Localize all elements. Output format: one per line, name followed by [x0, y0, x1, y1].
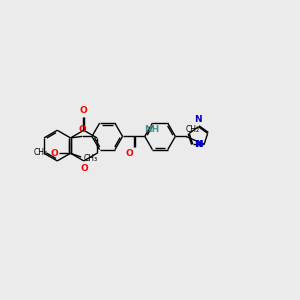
Text: O: O	[126, 148, 133, 158]
Text: N: N	[195, 140, 203, 149]
Text: CH₃: CH₃	[83, 154, 98, 163]
Text: NH: NH	[145, 125, 160, 134]
Text: N: N	[194, 115, 202, 124]
Text: CH₂: CH₂	[186, 125, 200, 134]
Text: CH₃: CH₃	[34, 148, 48, 158]
Text: N: N	[194, 140, 202, 149]
Text: O: O	[80, 106, 88, 116]
Text: O: O	[80, 164, 88, 172]
Text: O: O	[50, 149, 58, 158]
Text: O: O	[79, 125, 86, 134]
